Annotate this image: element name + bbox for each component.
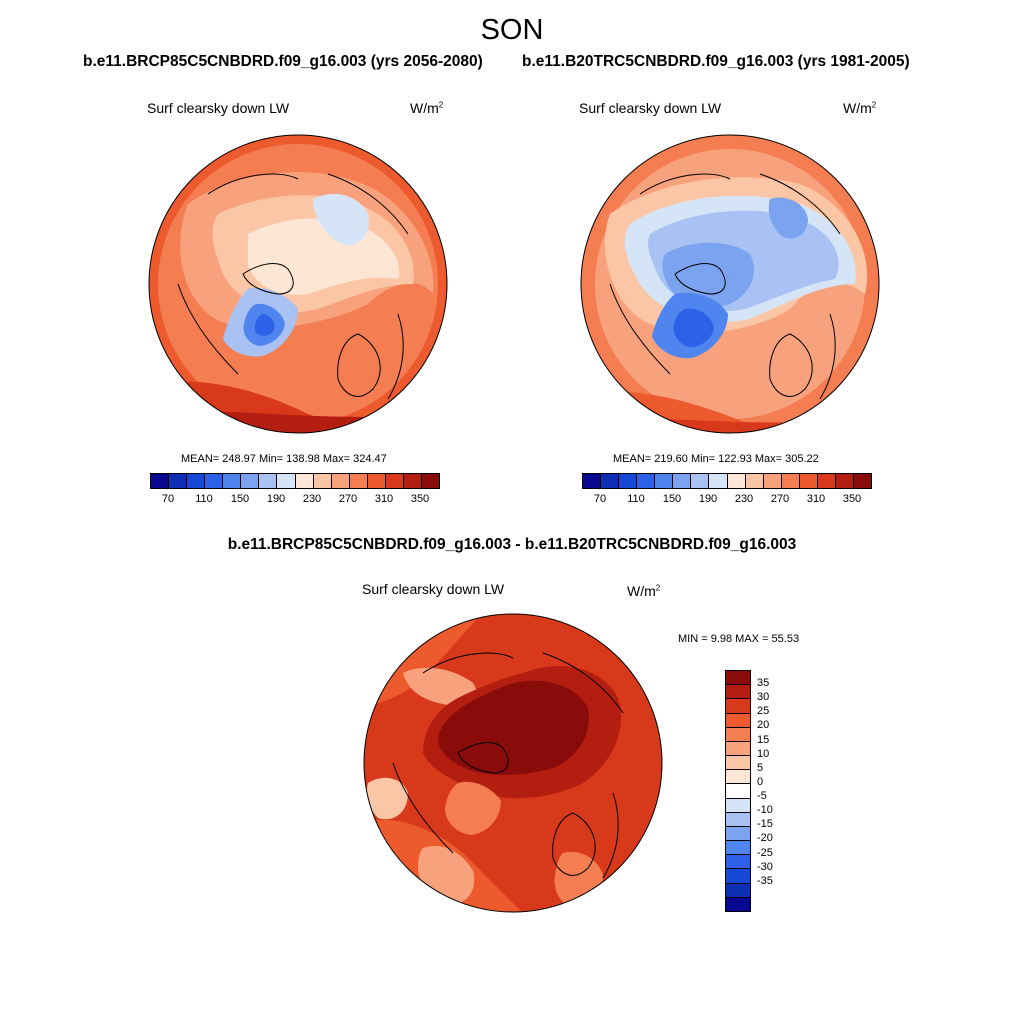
colorbar-swatch xyxy=(726,756,750,771)
diff-field-label: Surf clearsky down LW xyxy=(362,581,505,597)
colorbar-swatch xyxy=(726,713,750,728)
colorbar-swatch xyxy=(277,474,296,488)
right-colorbar xyxy=(582,473,872,489)
colorbar-tick-label: 20 xyxy=(757,719,770,732)
diff-units: W/m2 xyxy=(627,583,661,599)
colorbar-swatch xyxy=(169,474,188,488)
colorbar-tick-label: 15 xyxy=(757,733,770,746)
colorbar-swatch xyxy=(726,855,750,870)
colorbar-tick-label: 25 xyxy=(757,705,770,718)
left-units: W/m2 xyxy=(410,100,444,116)
colorbar-swatch xyxy=(726,841,750,856)
colorbar-tick-label: 270 xyxy=(338,493,358,505)
colorbar-swatch xyxy=(781,474,800,488)
colorbar-tick-label: 10 xyxy=(757,747,770,760)
colorbar-swatch xyxy=(421,474,439,488)
colorbar-swatch xyxy=(313,474,332,488)
colorbar-swatch xyxy=(583,474,602,488)
colorbar-swatch xyxy=(403,474,422,488)
colorbar-tick-label: 310 xyxy=(806,493,826,505)
colorbar-tick-label: 110 xyxy=(627,493,645,505)
colorbar-swatch xyxy=(151,474,170,488)
colorbar-swatch xyxy=(673,474,692,488)
colorbar-swatch xyxy=(745,474,764,488)
colorbar-swatch xyxy=(331,474,350,488)
right-stats: MEAN= 219.60 Min= 122.93 Max= 305.22 xyxy=(613,453,819,465)
colorbar-tick-label: 70 xyxy=(161,493,175,505)
right-polar-map xyxy=(580,134,880,434)
diff-stats: MIN = 9.98 MAX = 55.53 xyxy=(678,633,800,645)
colorbar-tick-label: 190 xyxy=(266,493,286,505)
figure-title: SON xyxy=(480,14,544,46)
colorbar-swatch xyxy=(349,474,368,488)
colorbar-swatch xyxy=(726,671,750,686)
colorbar-tick-label: 70 xyxy=(593,493,607,505)
colorbar-tick-label: 150 xyxy=(662,493,682,505)
colorbar-tick-label: -10 xyxy=(757,804,773,817)
colorbar-swatch xyxy=(726,869,750,884)
colorbar-swatch xyxy=(835,474,854,488)
colorbar-tick-label: -35 xyxy=(757,874,773,887)
colorbar-swatch xyxy=(726,812,750,827)
colorbar-swatch xyxy=(637,474,656,488)
colorbar-swatch xyxy=(241,474,260,488)
colorbar-tick-label: -25 xyxy=(757,846,773,859)
colorbar-swatch xyxy=(259,474,278,488)
diff-colorbar xyxy=(725,670,751,912)
colorbar-tick-label: 230 xyxy=(734,493,754,505)
left-colorbar xyxy=(150,473,440,489)
left-stats: MEAN= 248.97 Min= 138.98 Max= 324.47 xyxy=(181,453,387,465)
colorbar-tick-label: 0 xyxy=(757,775,764,788)
colorbar-swatch xyxy=(655,474,674,488)
colorbar-swatch xyxy=(853,474,871,488)
left-field-label: Surf clearsky down LW xyxy=(147,100,290,116)
colorbar-swatch xyxy=(817,474,836,488)
colorbar-swatch xyxy=(726,699,750,714)
colorbar-swatch xyxy=(709,474,728,488)
colorbar-swatch xyxy=(601,474,620,488)
colorbar-tick-label: 110 xyxy=(195,493,213,505)
colorbar-swatch xyxy=(726,897,750,911)
colorbar-swatch xyxy=(726,784,750,799)
colorbar-swatch xyxy=(726,826,750,842)
colorbar-swatch xyxy=(726,798,750,813)
colorbar-tick-label: -5 xyxy=(757,790,767,803)
colorbar-tick-label: -20 xyxy=(757,832,773,845)
colorbar-tick-label: 270 xyxy=(770,493,790,505)
colorbar-tick-label: 310 xyxy=(374,493,394,505)
colorbar-swatch xyxy=(726,883,750,898)
colorbar-swatch xyxy=(727,474,746,488)
colorbar-tick-label: 350 xyxy=(842,493,862,505)
colorbar-swatch xyxy=(367,474,386,488)
colorbar-swatch xyxy=(295,474,314,488)
colorbar-swatch xyxy=(691,474,710,488)
colorbar-swatch xyxy=(385,474,404,488)
colorbar-tick-label: -30 xyxy=(757,860,773,873)
colorbar-tick-label: 5 xyxy=(757,761,764,774)
diff-case-title: b.e11.BRCP85C5CNBDRD.f09_g16.003 - b.e11… xyxy=(227,536,797,553)
colorbar-swatch xyxy=(726,770,750,785)
right-units: W/m2 xyxy=(843,100,877,116)
colorbar-tick-label: 30 xyxy=(757,691,770,704)
colorbar-swatch xyxy=(205,474,224,488)
colorbar-swatch xyxy=(223,474,242,488)
colorbar-swatch xyxy=(726,741,750,757)
colorbar-tick-label: 150 xyxy=(230,493,250,505)
diff-polar-map xyxy=(363,613,663,913)
colorbar-swatch xyxy=(187,474,206,488)
colorbar-tick-label: 350 xyxy=(410,493,430,505)
colorbar-tick-label: 190 xyxy=(698,493,718,505)
colorbar-swatch xyxy=(726,727,750,742)
colorbar-tick-label: 230 xyxy=(302,493,322,505)
left-polar-map xyxy=(148,134,448,434)
right-case-title: b.e11.B20TRC5CNBDRD.f09_g16.003 (yrs 198… xyxy=(522,53,910,70)
colorbar-tick-label: -15 xyxy=(757,818,773,831)
colorbar-swatch xyxy=(799,474,818,488)
colorbar-swatch xyxy=(726,685,750,700)
colorbar-swatch xyxy=(763,474,782,488)
right-field-label: Surf clearsky down LW xyxy=(579,100,722,116)
colorbar-swatch xyxy=(619,474,638,488)
colorbar-tick-label: 35 xyxy=(757,677,770,690)
left-case-title: b.e11.BRCP85C5CNBDRD.f09_g16.003 (yrs 20… xyxy=(83,53,483,70)
